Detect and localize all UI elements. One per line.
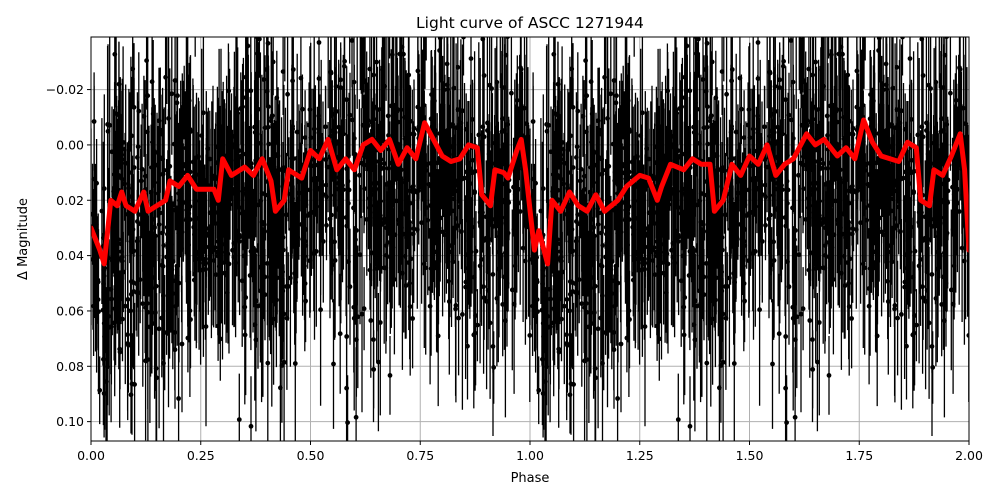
data-markers (91, 37, 969, 429)
x-tick-label: 1.00 (516, 448, 544, 463)
x-axis-ticks: 0.00 0.25 0.50 0.75 1.00 1.25 1.50 1.75 2.00 (77, 441, 983, 463)
observation-points (91, 37, 969, 441)
chart-title: Light curve of ASCC 1271944 (416, 14, 644, 32)
x-tick-label: 0.25 (187, 448, 215, 463)
x-tick-label: 1.50 (736, 448, 764, 463)
y-tick-label: 0.06 (56, 303, 84, 318)
x-tick-label: 0.50 (297, 448, 325, 463)
y-tick-label: −0.02 (46, 82, 84, 97)
x-axis-label: Phase (511, 471, 550, 486)
y-tick-label: 0.10 (56, 414, 84, 429)
y-tick-label: 0.04 (56, 248, 84, 263)
y-tick-label: 0.00 (56, 137, 84, 152)
x-tick-label: 2.00 (955, 448, 983, 463)
x-tick-label: 1.75 (845, 448, 873, 463)
y-tick-label: 0.08 (56, 359, 84, 374)
y-axis-ticks: −0.02 0.00 0.02 0.04 0.06 0.08 0.10 (46, 82, 91, 429)
binned-mean-curve (91, 117, 969, 267)
x-tick-label: 1.25 (626, 448, 654, 463)
x-tick-label: 0.75 (406, 448, 434, 463)
y-tick-label: 0.02 (56, 193, 84, 208)
x-tick-label: 0.00 (77, 448, 105, 463)
binned-mean-line (91, 117, 969, 267)
y-axis-label: Δ Magnitude (16, 198, 31, 280)
